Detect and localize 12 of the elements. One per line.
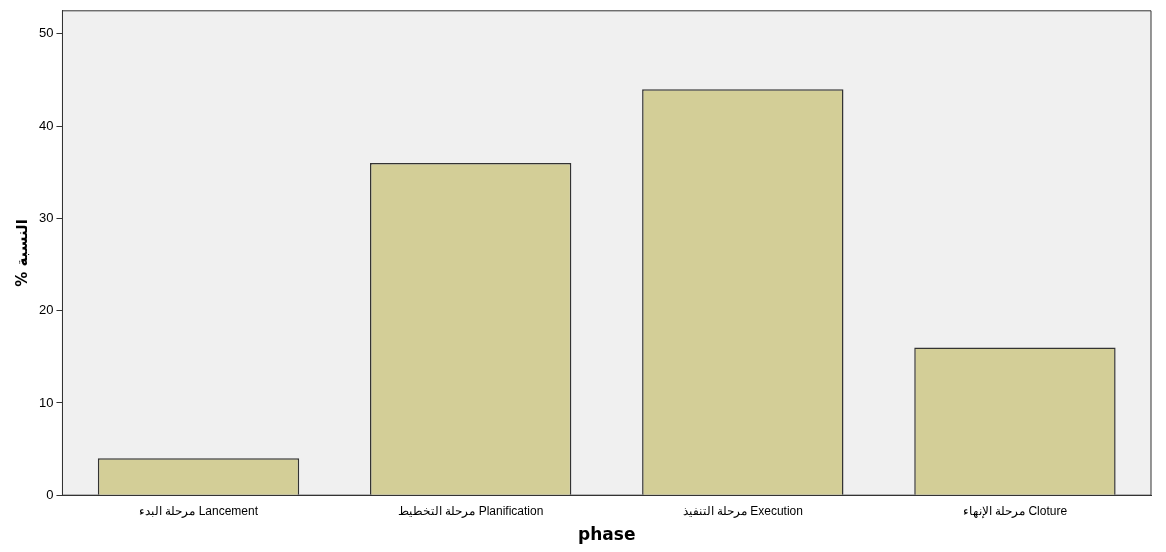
y-tick-label: 40: [38, 117, 54, 133]
y-tick-label: 10: [38, 394, 54, 410]
x-tick-label: مرحلة التخطيط Planification: [397, 503, 544, 518]
x-tick-label: مرحلة البدء Lancement: [139, 503, 259, 518]
y-axis-title: % النسبة: [12, 219, 31, 287]
x-tick-label: مرحلة الإنهاء Cloture: [962, 503, 1068, 519]
x-axis-title: phase: [578, 524, 636, 545]
y-tick-label: 30: [38, 209, 54, 225]
y-tick-label: 50: [38, 25, 54, 41]
x-tick-label: مرحلة التنفيذ Execution: [682, 503, 803, 518]
y-tick-label: 20: [38, 302, 54, 318]
y-tick-label: 0: [46, 486, 54, 502]
